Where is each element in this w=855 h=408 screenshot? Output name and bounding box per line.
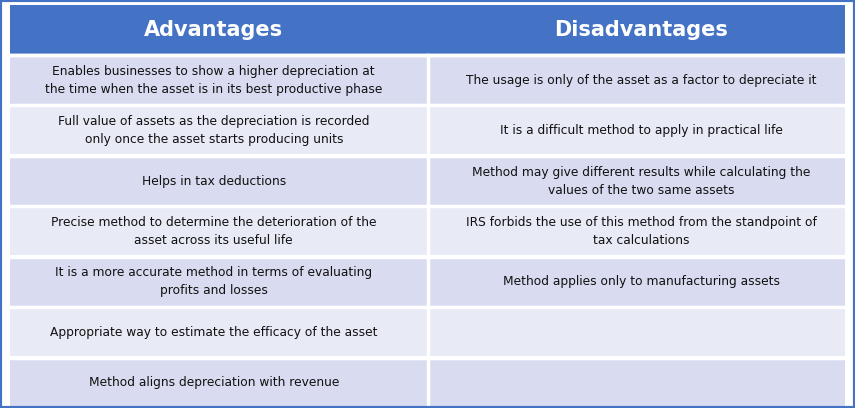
- Text: Full value of assets as the depreciation is recorded
only once the asset starts : Full value of assets as the depreciation…: [58, 115, 369, 146]
- Bar: [10, 5, 845, 55]
- Text: Enables businesses to show a higher depreciation at
the time when the asset is i: Enables businesses to show a higher depr…: [45, 65, 382, 96]
- Bar: [10, 206, 428, 255]
- Text: Method applies only to manufacturing assets: Method applies only to manufacturing ass…: [503, 275, 780, 288]
- Text: It is a difficult method to apply in practical life: It is a difficult method to apply in pra…: [500, 124, 782, 137]
- Bar: [428, 55, 845, 104]
- Bar: [428, 106, 845, 155]
- Bar: [10, 55, 428, 104]
- Bar: [10, 156, 428, 205]
- Text: Method aligns depreciation with revenue: Method aligns depreciation with revenue: [89, 376, 339, 389]
- Bar: [428, 257, 845, 306]
- Text: Helps in tax deductions: Helps in tax deductions: [142, 175, 286, 188]
- Bar: [10, 257, 428, 306]
- Bar: [428, 357, 845, 406]
- Text: IRS forbids the use of this method from the standpoint of
tax calculations: IRS forbids the use of this method from …: [466, 216, 817, 247]
- Text: It is a more accurate method in terms of evaluating
profits and losses: It is a more accurate method in terms of…: [56, 266, 372, 297]
- Text: Advantages: Advantages: [144, 20, 283, 40]
- Bar: [428, 206, 845, 255]
- Bar: [428, 156, 845, 205]
- Bar: [10, 106, 428, 155]
- Text: Precise method to determine the deterioration of the
asset across its useful lif: Precise method to determine the deterior…: [51, 216, 376, 247]
- Text: Appropriate way to estimate the efficacy of the asset: Appropriate way to estimate the efficacy…: [50, 326, 378, 339]
- Text: Disadvantages: Disadvantages: [554, 20, 728, 40]
- Bar: [428, 307, 845, 356]
- Text: Method may give different results while calculating the
values of the two same a: Method may give different results while …: [472, 166, 811, 197]
- Bar: [10, 357, 428, 406]
- Text: The usage is only of the asset as a factor to depreciate it: The usage is only of the asset as a fact…: [466, 74, 817, 87]
- Bar: [10, 307, 428, 356]
